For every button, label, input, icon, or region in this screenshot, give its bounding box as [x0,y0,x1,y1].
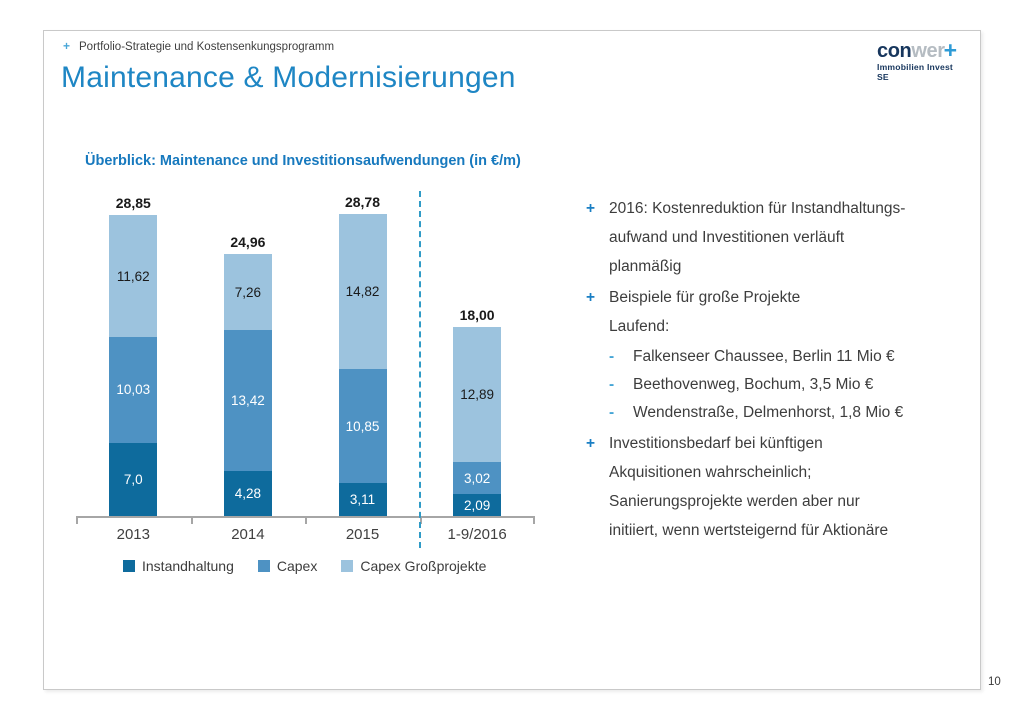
bullet-item: + Investitionsbedarf bei künftigen Akqui… [586,429,984,545]
sub-bullet-item: - Wendenstraße, Delmenhorst, 1,8 Mio € [609,399,984,427]
logo-tagline: Immobilien Invest SE [877,62,953,82]
bullet-text: Investitionsbedarf bei künftigen Akquisi… [609,435,889,539]
sub-bullet-text: Falkenseer Chaussee, Berlin 11 Mio € [633,348,895,365]
bullet-text: Beispiele für große Projekte Laufend: [609,289,801,335]
logo-plus-icon: + [943,37,957,63]
sub-bullet-text: Wendenstraße, Delmenhorst, 1,8 Mio € [633,404,904,421]
bar-segment: 3,11 [338,483,387,516]
chart-title: Überblick: Maintenance und Investitionsa… [85,153,521,169]
bar-segment-value: 4,28 [234,486,262,502]
logo-part-con: con [877,40,912,62]
bar-segment-value: 13,42 [230,393,265,409]
bar-segment: 4,28 [223,471,272,516]
project-sublist: - Falkenseer Chaussee, Berlin 11 Mio € -… [609,343,984,427]
bar-total-label: 18,00 [459,307,495,323]
legend-item: Capex [257,558,318,574]
bar-total-label: 28,78 [344,193,381,210]
bar-segment: 10,03 [109,337,158,443]
slide-frame: + Portfolio-Strategie und Kostensenkungs… [43,30,981,690]
x-axis-category-label: 2014 [231,526,265,543]
bar-segment: 3,02 [453,462,502,495]
bar-segment-value: 12,89 [460,387,494,403]
plus-bullet-icon: + [586,435,596,452]
bar-segment: 13,42 [223,330,272,472]
axis-tick [305,516,308,524]
bar-segment-value: 7,26 [234,284,262,300]
legend-swatch-icon [257,560,270,572]
sub-bullet-item: - Falkenseer Chaussee, Berlin 11 Mio € [609,343,984,371]
bar-segment-value: 3,02 [463,470,491,486]
legend-label: Capex Großprojekte [360,558,487,574]
plus-bullet-icon: + [586,289,596,306]
page-title: Maintenance & Modernisierungen [61,61,516,94]
bar-segment-value: 3,11 [349,492,376,508]
sub-bullet-text: Beethovenweg, Bochum, 3,5 Mio € [633,376,874,393]
legend-label: Capex [276,558,318,574]
bar-segment-value: 10,03 [116,382,151,398]
plus-bullet-icon: + [586,200,596,217]
axis-tick [190,516,193,524]
breadcrumb-label: Portfolio-Strategie und Kostensenkungspr… [79,41,335,53]
bar-segment: 7,0 [109,442,158,516]
dash-bullet-icon: - [609,404,615,421]
legend-swatch-icon [123,560,135,572]
forecast-separator-line [418,191,421,548]
bar-segment: 7,26 [223,253,272,331]
bar-segment-value: 10,85 [345,418,380,434]
dash-bullet-icon: - [609,376,615,393]
legend-item: Capex Großprojekte [341,558,486,574]
bar-total-label: 24,96 [230,233,266,250]
logo-wordmark: conwer+ [877,37,961,63]
bullet-text: 2016: Kostenreduktion für Instandhaltung… [609,200,906,275]
bullet-column: + 2016: Kostenreduktion für Instandhaltu… [586,194,984,547]
bar-segment: 2,09 [453,494,502,516]
bar-segment-value: 7,0 [123,471,143,487]
x-axis-category-label: 2015 [345,526,380,543]
logo-part-wer: wer [911,40,945,62]
breadcrumb: + Portfolio-Strategie und Kostensenkungs… [63,39,334,53]
page-number: 10 [988,676,1001,688]
plus-bullet-icon: + [63,39,71,53]
x-axis-category-label: 2013 [116,526,150,543]
bullet-item: + 2016: Kostenreduktion für Instandhaltu… [586,194,984,281]
bar-segment-value: 2,09 [463,497,491,513]
legend-item: Instandhaltung [123,558,234,574]
bar-total-label: 28,85 [115,195,151,212]
legend-swatch-icon [341,560,354,572]
dash-bullet-icon: - [609,348,615,365]
plot-area: 7,0 10,03 11,62 28,85 2013 4,28 13,42 7,26 24,96… [76,191,535,548]
axis-tick [533,516,535,524]
legend-label: Instandhaltung [142,558,234,574]
chart-legend: Instandhaltung Capex Capex Großprojekte [123,558,486,574]
bar-segment: 12,89 [453,327,502,463]
axis-tick [76,516,78,524]
conwert-logo: conwer+ Immobilien Invest SE [877,37,961,83]
bullet-item: + Beispiele für große Projekte Laufend: [586,283,984,341]
axis-tick [419,516,422,524]
bar-segment-value: 14,82 [345,284,380,300]
bar-segment: 14,82 [338,213,387,370]
bar-segment: 11,62 [109,215,158,338]
bar-segment-value: 11,62 [116,268,150,284]
x-axis-category-label: 1-9/2016 [447,526,507,543]
sub-bullet-item: - Beethovenweg, Bochum, 3,5 Mio € [609,371,984,399]
bar-segment: 10,85 [338,369,387,484]
